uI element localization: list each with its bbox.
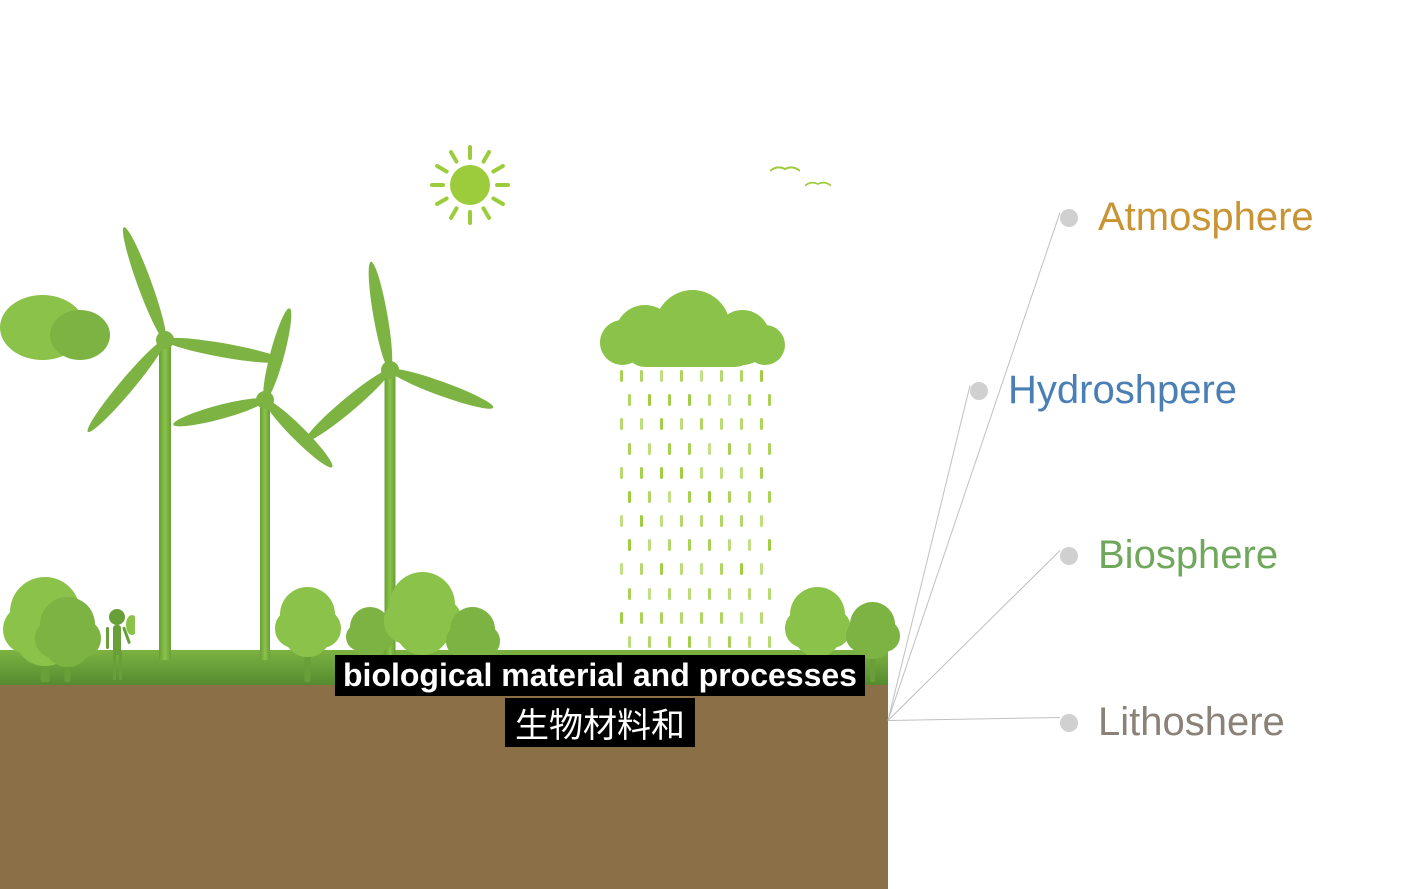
label-dot-icon [970,382,988,400]
sphere-label-hydroshpere: Hydroshpere [970,368,1237,413]
label-text: Atmosphere [1098,195,1314,240]
connector-line [888,212,1061,720]
label-dot-icon [1060,714,1078,732]
video-caption: biological material and processes 生物材料和 [335,655,865,747]
sphere-labels-panel: Atmosphere Hydroshpere Biosphere Lithoshere [0,0,1422,889]
connector-line [888,717,1060,721]
label-text: Biosphere [1098,533,1278,578]
sphere-label-biosphere: Biosphere [1060,533,1278,578]
label-text: Lithoshere [1098,700,1285,745]
connector-line [888,550,1061,721]
label-text: Hydroshpere [1008,368,1237,413]
sphere-label-lithoshere: Lithoshere [1060,700,1285,745]
label-dot-icon [1060,547,1078,565]
caption-english: biological material and processes [335,655,865,696]
sphere-label-atmosphere: Atmosphere [1060,195,1314,240]
label-dot-icon [1060,209,1078,227]
connector-line [888,385,971,720]
caption-chinese: 生物材料和 [505,698,695,747]
